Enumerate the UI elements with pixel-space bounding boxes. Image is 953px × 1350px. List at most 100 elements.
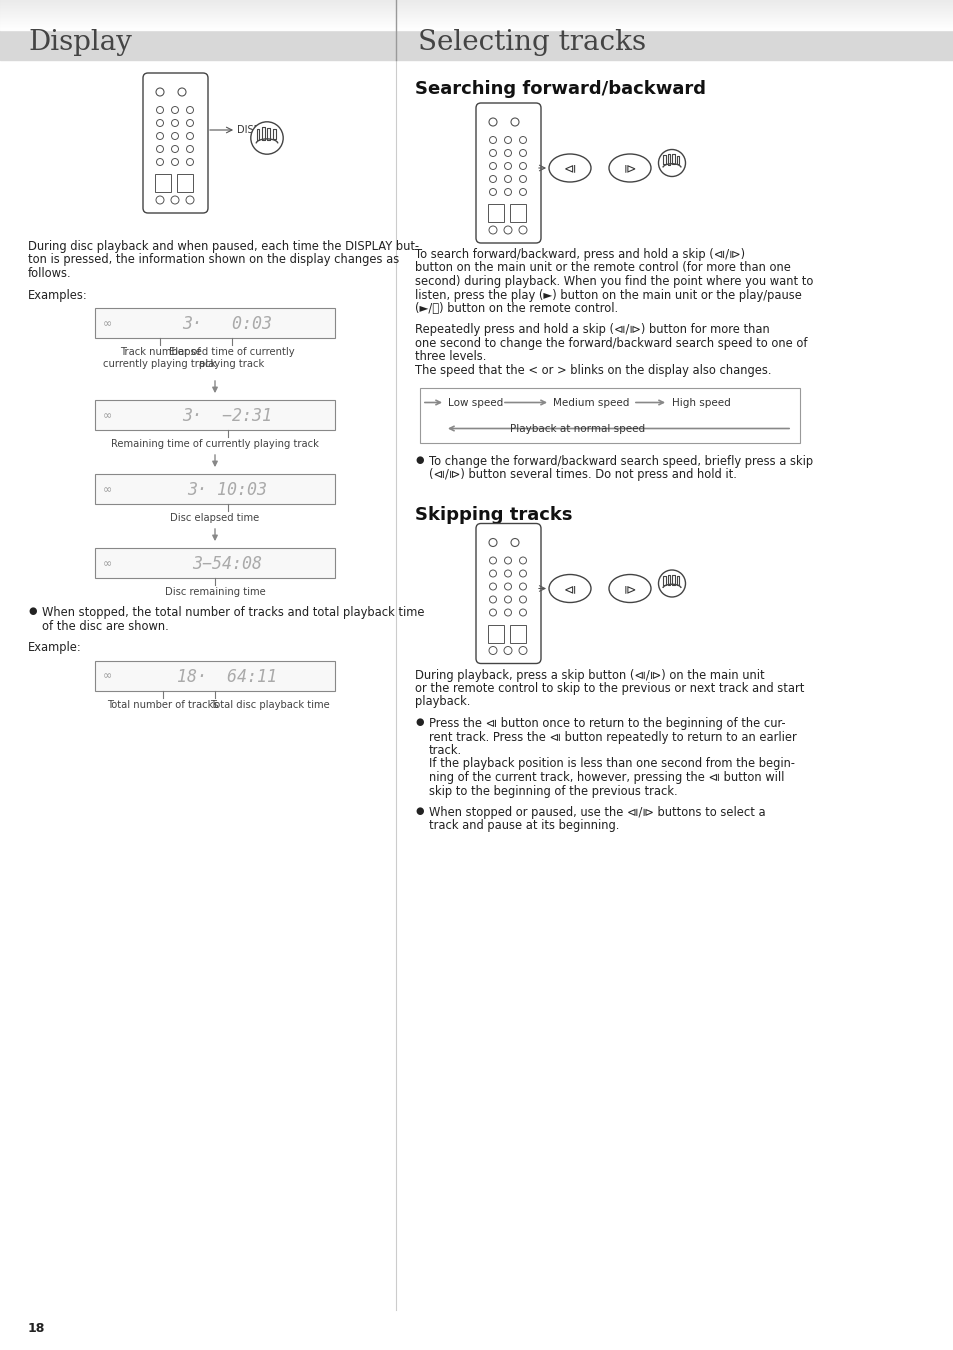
Bar [273, 130, 275, 139]
Text: 3−54:08: 3−54:08 [192, 555, 262, 572]
Circle shape [504, 595, 511, 603]
Circle shape [186, 132, 193, 139]
Text: When stopped or paused, use the ⧏/⧐ buttons to select a: When stopped or paused, use the ⧏/⧐ butt… [429, 806, 765, 819]
Text: Selecting tracks: Selecting tracks [417, 28, 645, 55]
Text: 18·  64:11: 18· 64:11 [177, 667, 276, 686]
Text: ∞: ∞ [103, 319, 112, 329]
Bar [667, 154, 669, 165]
Ellipse shape [608, 154, 650, 182]
Text: Searching forward/backward: Searching forward/backward [415, 80, 705, 99]
Circle shape [489, 595, 496, 603]
Circle shape [503, 647, 512, 655]
Circle shape [504, 609, 511, 616]
Text: ning of the current track, however, pressing the ⧏ button will: ning of the current track, however, pres… [429, 771, 783, 784]
Text: Press the ⧏ button once to return to the beginning of the cur-: Press the ⧏ button once to return to the… [429, 717, 785, 730]
Circle shape [519, 150, 526, 157]
Circle shape [156, 196, 164, 204]
Text: Playback at normal speed: Playback at normal speed [510, 424, 644, 433]
Circle shape [489, 136, 496, 143]
Text: Disc elapsed time: Disc elapsed time [171, 513, 259, 522]
Text: 3·  −2:31: 3· −2:31 [182, 406, 272, 425]
Text: (►/⏸) button on the remote control.: (►/⏸) button on the remote control. [415, 302, 618, 315]
Text: ∞: ∞ [103, 559, 112, 568]
Text: ●: ● [28, 606, 36, 616]
Text: ⧐: ⧐ [623, 583, 636, 595]
Text: Total number of tracks: Total number of tracks [107, 699, 218, 710]
Text: ●: ● [415, 717, 423, 728]
Text: track.: track. [429, 744, 461, 757]
Circle shape [489, 570, 496, 576]
Ellipse shape [548, 154, 590, 182]
Text: Total disc playback time: Total disc playback time [210, 699, 330, 710]
Text: Display: Display [28, 28, 132, 55]
Circle shape [518, 225, 526, 234]
Bar [154, 174, 171, 192]
Text: three levels.: three levels. [415, 351, 486, 363]
Text: Elapsed time of currently
playing track: Elapsed time of currently playing track [169, 347, 294, 369]
Text: ⧏: ⧏ [563, 162, 576, 176]
Circle shape [156, 132, 163, 139]
Circle shape [489, 225, 497, 234]
Text: track and pause at its beginning.: track and pause at its beginning. [429, 819, 618, 833]
Text: To change the forward/backward search speed, briefly press a skip: To change the forward/backward search sp… [429, 455, 812, 467]
Bar [95, 660, 335, 690]
Text: 3· 10:03: 3· 10:03 [187, 481, 267, 500]
Text: High speed: High speed [671, 397, 730, 408]
Text: Example:: Example: [28, 641, 82, 653]
Text: ∞: ∞ [103, 671, 112, 682]
Bar [262, 127, 265, 140]
Circle shape [489, 539, 497, 547]
Text: 3·   0:03: 3· 0:03 [182, 315, 272, 333]
Circle shape [172, 120, 178, 127]
Circle shape [489, 558, 496, 564]
Circle shape [519, 609, 526, 616]
Text: playback.: playback. [415, 695, 470, 709]
Circle shape [186, 120, 193, 127]
Circle shape [658, 570, 685, 597]
Text: ton is pressed, the information shown on the display changes as: ton is pressed, the information shown on… [28, 254, 399, 266]
Bar [95, 474, 335, 504]
Circle shape [156, 158, 163, 166]
Bar [672, 154, 674, 165]
Circle shape [519, 570, 526, 576]
Circle shape [156, 88, 164, 96]
Bar [95, 548, 335, 578]
Circle shape [172, 107, 178, 113]
Text: second) during playback. When you find the point where you want to: second) during playback. When you find t… [415, 275, 813, 288]
Circle shape [518, 647, 526, 655]
Circle shape [251, 122, 283, 154]
FancyBboxPatch shape [476, 103, 540, 243]
Text: When stopped, the total number of tracks and total playback time: When stopped, the total number of tracks… [42, 606, 424, 620]
Text: ●: ● [415, 806, 423, 815]
Circle shape [504, 189, 511, 196]
Circle shape [511, 117, 518, 126]
Circle shape [504, 162, 511, 170]
Circle shape [156, 146, 163, 153]
Bar [419, 387, 800, 443]
Ellipse shape [548, 575, 590, 602]
Text: Skipping tracks: Skipping tracks [415, 506, 572, 525]
Circle shape [504, 136, 511, 143]
Circle shape [186, 107, 193, 113]
Text: listen, press the play (►) button on the main unit or the play/pause: listen, press the play (►) button on the… [415, 289, 801, 301]
Bar [488, 204, 503, 221]
Text: ∞: ∞ [103, 410, 112, 421]
Circle shape [519, 595, 526, 603]
Circle shape [519, 136, 526, 143]
Bar [662, 155, 665, 165]
Text: of the disc are shown.: of the disc are shown. [42, 620, 169, 633]
Text: skip to the beginning of the previous track.: skip to the beginning of the previous tr… [429, 784, 677, 798]
Text: The speed that the < or > blinks on the display also changes.: The speed that the < or > blinks on the … [415, 364, 771, 377]
Bar [672, 575, 674, 585]
Circle shape [504, 570, 511, 576]
Circle shape [489, 583, 496, 590]
Bar [510, 625, 525, 643]
FancyBboxPatch shape [476, 524, 540, 663]
Text: or the remote control to skip to the previous or next track and start: or the remote control to skip to the pre… [415, 682, 803, 695]
Text: rent track. Press the ⧏ button repeatedly to return to an earlier: rent track. Press the ⧏ button repeatedl… [429, 730, 796, 744]
Circle shape [178, 88, 186, 96]
Circle shape [172, 132, 178, 139]
Bar [662, 576, 665, 585]
Circle shape [156, 107, 163, 113]
Circle shape [504, 176, 511, 182]
